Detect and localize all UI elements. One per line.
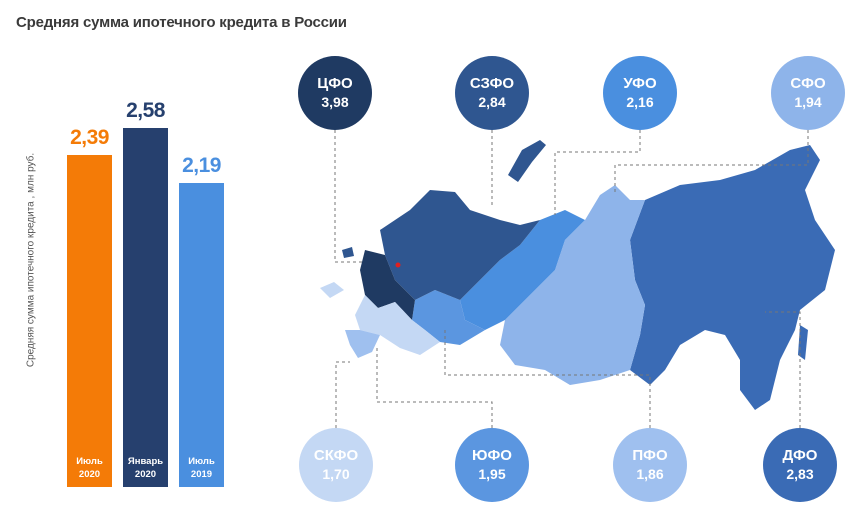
map-region-sfo [500,185,645,385]
connector-skfo [335,361,350,428]
district-circle: УФО 2,16 [603,56,677,130]
bar-value-label: 2,19 [182,153,221,177]
map-region-pfo [412,290,485,345]
district-value: 2,16 [626,94,654,110]
map-region-szfo [380,190,540,300]
map-island-sakhalin [798,325,808,360]
district-circle: СЗФО 2,84 [455,56,529,130]
district-name: ДФО [782,447,818,464]
bar-value-label: 2,39 [70,125,109,149]
district-value: 1,70 [322,466,350,482]
bar-category-label: Июль 2019 [188,456,215,480]
chart-title: Средняя сумма ипотечного кредита в Росси… [16,14,347,31]
district-value: 3,98 [321,94,349,110]
map-region-skfo [345,330,380,358]
bar-value-label: 2,58 [126,99,165,123]
district-circle: СФО 1,94 [771,56,845,130]
district-circle: ДФО 2,83 [763,428,837,502]
district-name: ЦФО [317,75,353,92]
connector-sfo [614,130,809,195]
connector-ufo [554,130,641,215]
map-region-ufo [460,210,585,330]
bar-category-label: Июль 2020 [76,456,103,480]
district-name: СКФО [313,447,359,464]
map-region-kaliningrad [342,247,354,258]
district-name: СЗФО [469,75,515,92]
district-value: 2,84 [478,94,506,110]
district-name: ПФО [632,447,668,464]
map-region-cfo [360,250,415,320]
bar [67,154,112,487]
connector-pfo [444,330,651,428]
district-circle: ПФО 1,86 [613,428,687,502]
district-circle: ЦФО 3,98 [298,56,372,130]
bar [123,128,168,487]
connector-dfo [765,311,801,428]
connector-yufo [376,345,493,428]
map-island-novaya-zemlya [508,140,546,182]
russia-map [320,140,835,410]
bar-category-label: Январь 2020 [127,456,164,480]
district-value: 2,83 [786,466,814,482]
connector-cfo [334,130,365,263]
district-name: СФО [790,75,826,92]
district-value: 1,86 [636,466,664,482]
district-value: 1,95 [478,466,506,482]
map-region-dfo [630,145,835,410]
district-circle: ЮФО 1,95 [455,428,529,502]
bar-chart: 2,39 Июль 2020 2,58 Январь 2020 2,19 Июль 201… [0,0,260,515]
moscow-marker [395,262,401,268]
district-value: 1,94 [794,94,822,110]
district-name: ЮФО [472,447,512,464]
map-region-crimea [320,282,344,298]
district-circle: СКФО 1,70 [299,428,373,502]
map-region-yufo [355,295,440,355]
district-name: УФО [623,75,657,92]
bar [179,182,224,487]
